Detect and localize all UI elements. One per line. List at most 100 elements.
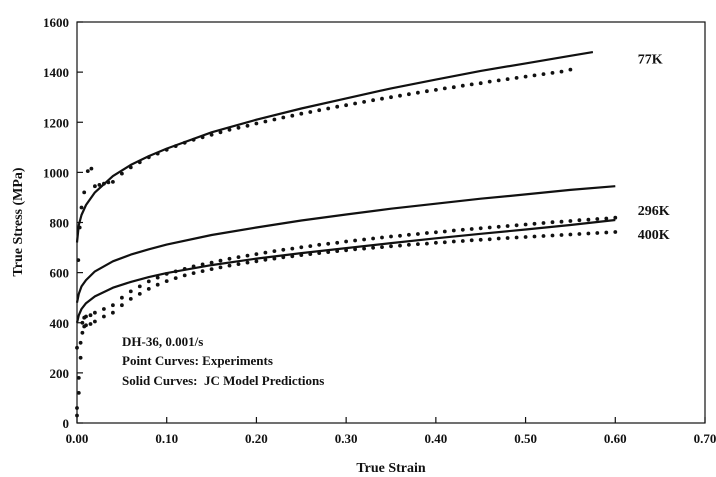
y-axis-ticks: 0 200 400 600 800 1000 1200 1400 1600: [43, 15, 83, 431]
experiment-point: [111, 303, 115, 308]
experiment-point: [416, 232, 420, 236]
experiment-point: [550, 71, 555, 75]
experiment-point: [120, 171, 124, 176]
experiment-point: [209, 132, 214, 137]
experiment-point: [496, 224, 501, 229]
experiment-point: [451, 228, 456, 233]
experiment-point: [434, 230, 438, 235]
experiment-point: [505, 236, 510, 240]
experiment-point: [88, 313, 93, 318]
experiment-point: [308, 244, 313, 249]
experiment-point: [93, 310, 97, 315]
experiment-point: [218, 265, 223, 270]
experiment-point: [532, 73, 537, 78]
experiment-point: [209, 260, 214, 265]
experiment-point: [245, 260, 250, 265]
experiment-point: [469, 82, 474, 87]
experiment-point: [460, 227, 465, 232]
experiment-point: [79, 205, 84, 210]
experiment-point: [586, 231, 591, 236]
experiment-point: [604, 230, 609, 235]
experiment-point: [76, 376, 81, 380]
experiment-point: [191, 271, 196, 275]
experiment-point: [353, 247, 357, 252]
y-tick-label: 1600: [43, 15, 69, 30]
experiment-point: [398, 233, 402, 238]
y-tick-label: 200: [50, 366, 70, 381]
experiment-point: [523, 222, 528, 227]
experiment-point: [595, 217, 600, 221]
experiment-point: [425, 231, 429, 235]
experiment-point: [254, 252, 259, 256]
experiment-point: [389, 244, 393, 249]
experiment-point: [532, 221, 537, 226]
experiment-point: [398, 93, 402, 98]
y-tick-label: 600: [50, 266, 70, 281]
experiment-point: [416, 90, 420, 95]
experiment-point: [146, 279, 151, 284]
experiment-point: [263, 250, 268, 255]
experiment-point: [290, 246, 295, 251]
experiment-point: [344, 103, 348, 108]
experiment-point: [460, 239, 465, 243]
curve-label-296k: 296K: [638, 204, 670, 219]
experiment-point: [380, 96, 384, 101]
experiment-point: [236, 255, 241, 259]
experiment-point: [425, 89, 429, 94]
experiment-point: [559, 233, 564, 237]
experiment-point: [416, 242, 420, 247]
experiment-point: [263, 119, 268, 124]
experiment-point: [514, 76, 519, 80]
experiment-point: [613, 215, 618, 220]
x-tick-label: 0.00: [66, 431, 89, 446]
experiment-point: [299, 111, 304, 116]
experiment-point: [75, 413, 79, 418]
experiment-point: [102, 307, 106, 311]
experiment-point: [371, 236, 375, 241]
experiment-point: [93, 319, 97, 324]
experiment-point: [85, 169, 90, 174]
y-tick-label: 400: [50, 316, 70, 331]
experiment-point: [89, 166, 94, 171]
experiment-point: [146, 287, 151, 291]
experiment-point: [200, 269, 205, 273]
experiment-point: [478, 81, 483, 86]
experiment-point: [541, 221, 546, 225]
experiment-point: [353, 101, 357, 106]
experiment-point: [469, 227, 474, 231]
experiment-point: [173, 276, 178, 280]
experiment-point: [604, 216, 609, 221]
experiment-point: [76, 391, 81, 395]
experiment-series-77k: [75, 67, 573, 350]
experiment-point: [254, 259, 259, 264]
experiment-point: [272, 117, 277, 122]
x-tick-label: 0.30: [335, 431, 358, 446]
experiment-point: [326, 241, 331, 246]
experiment-point: [514, 235, 519, 240]
experiment-point: [245, 123, 250, 128]
experiment-point: [137, 284, 142, 289]
experiment-point: [84, 314, 88, 319]
model-curve-77k: [75, 51, 594, 243]
curve-label-400k: 400K: [638, 228, 670, 243]
experiment-point: [281, 115, 286, 120]
experiment-point: [487, 79, 492, 84]
y-axis-title: True Stress (MPa): [11, 167, 26, 276]
experiment-point: [532, 234, 537, 239]
experiment-point: [218, 130, 223, 135]
experiment-point: [407, 92, 411, 97]
experiment-point: [80, 330, 85, 335]
experiment-point: [362, 246, 366, 251]
experiment-series-296k: [75, 215, 618, 410]
experiment-points: [75, 67, 618, 418]
experiment-point: [102, 314, 106, 319]
experiment-point: [425, 241, 429, 246]
x-tick-label: 0.60: [604, 431, 627, 446]
experiment-point: [236, 125, 241, 130]
experiment-point: [128, 289, 133, 294]
experiment-point: [75, 406, 79, 410]
experiment-point: [155, 282, 160, 287]
y-tick-label: 1000: [43, 165, 69, 180]
experiment-point: [272, 249, 277, 254]
curve-label-77k: 77K: [638, 52, 663, 67]
